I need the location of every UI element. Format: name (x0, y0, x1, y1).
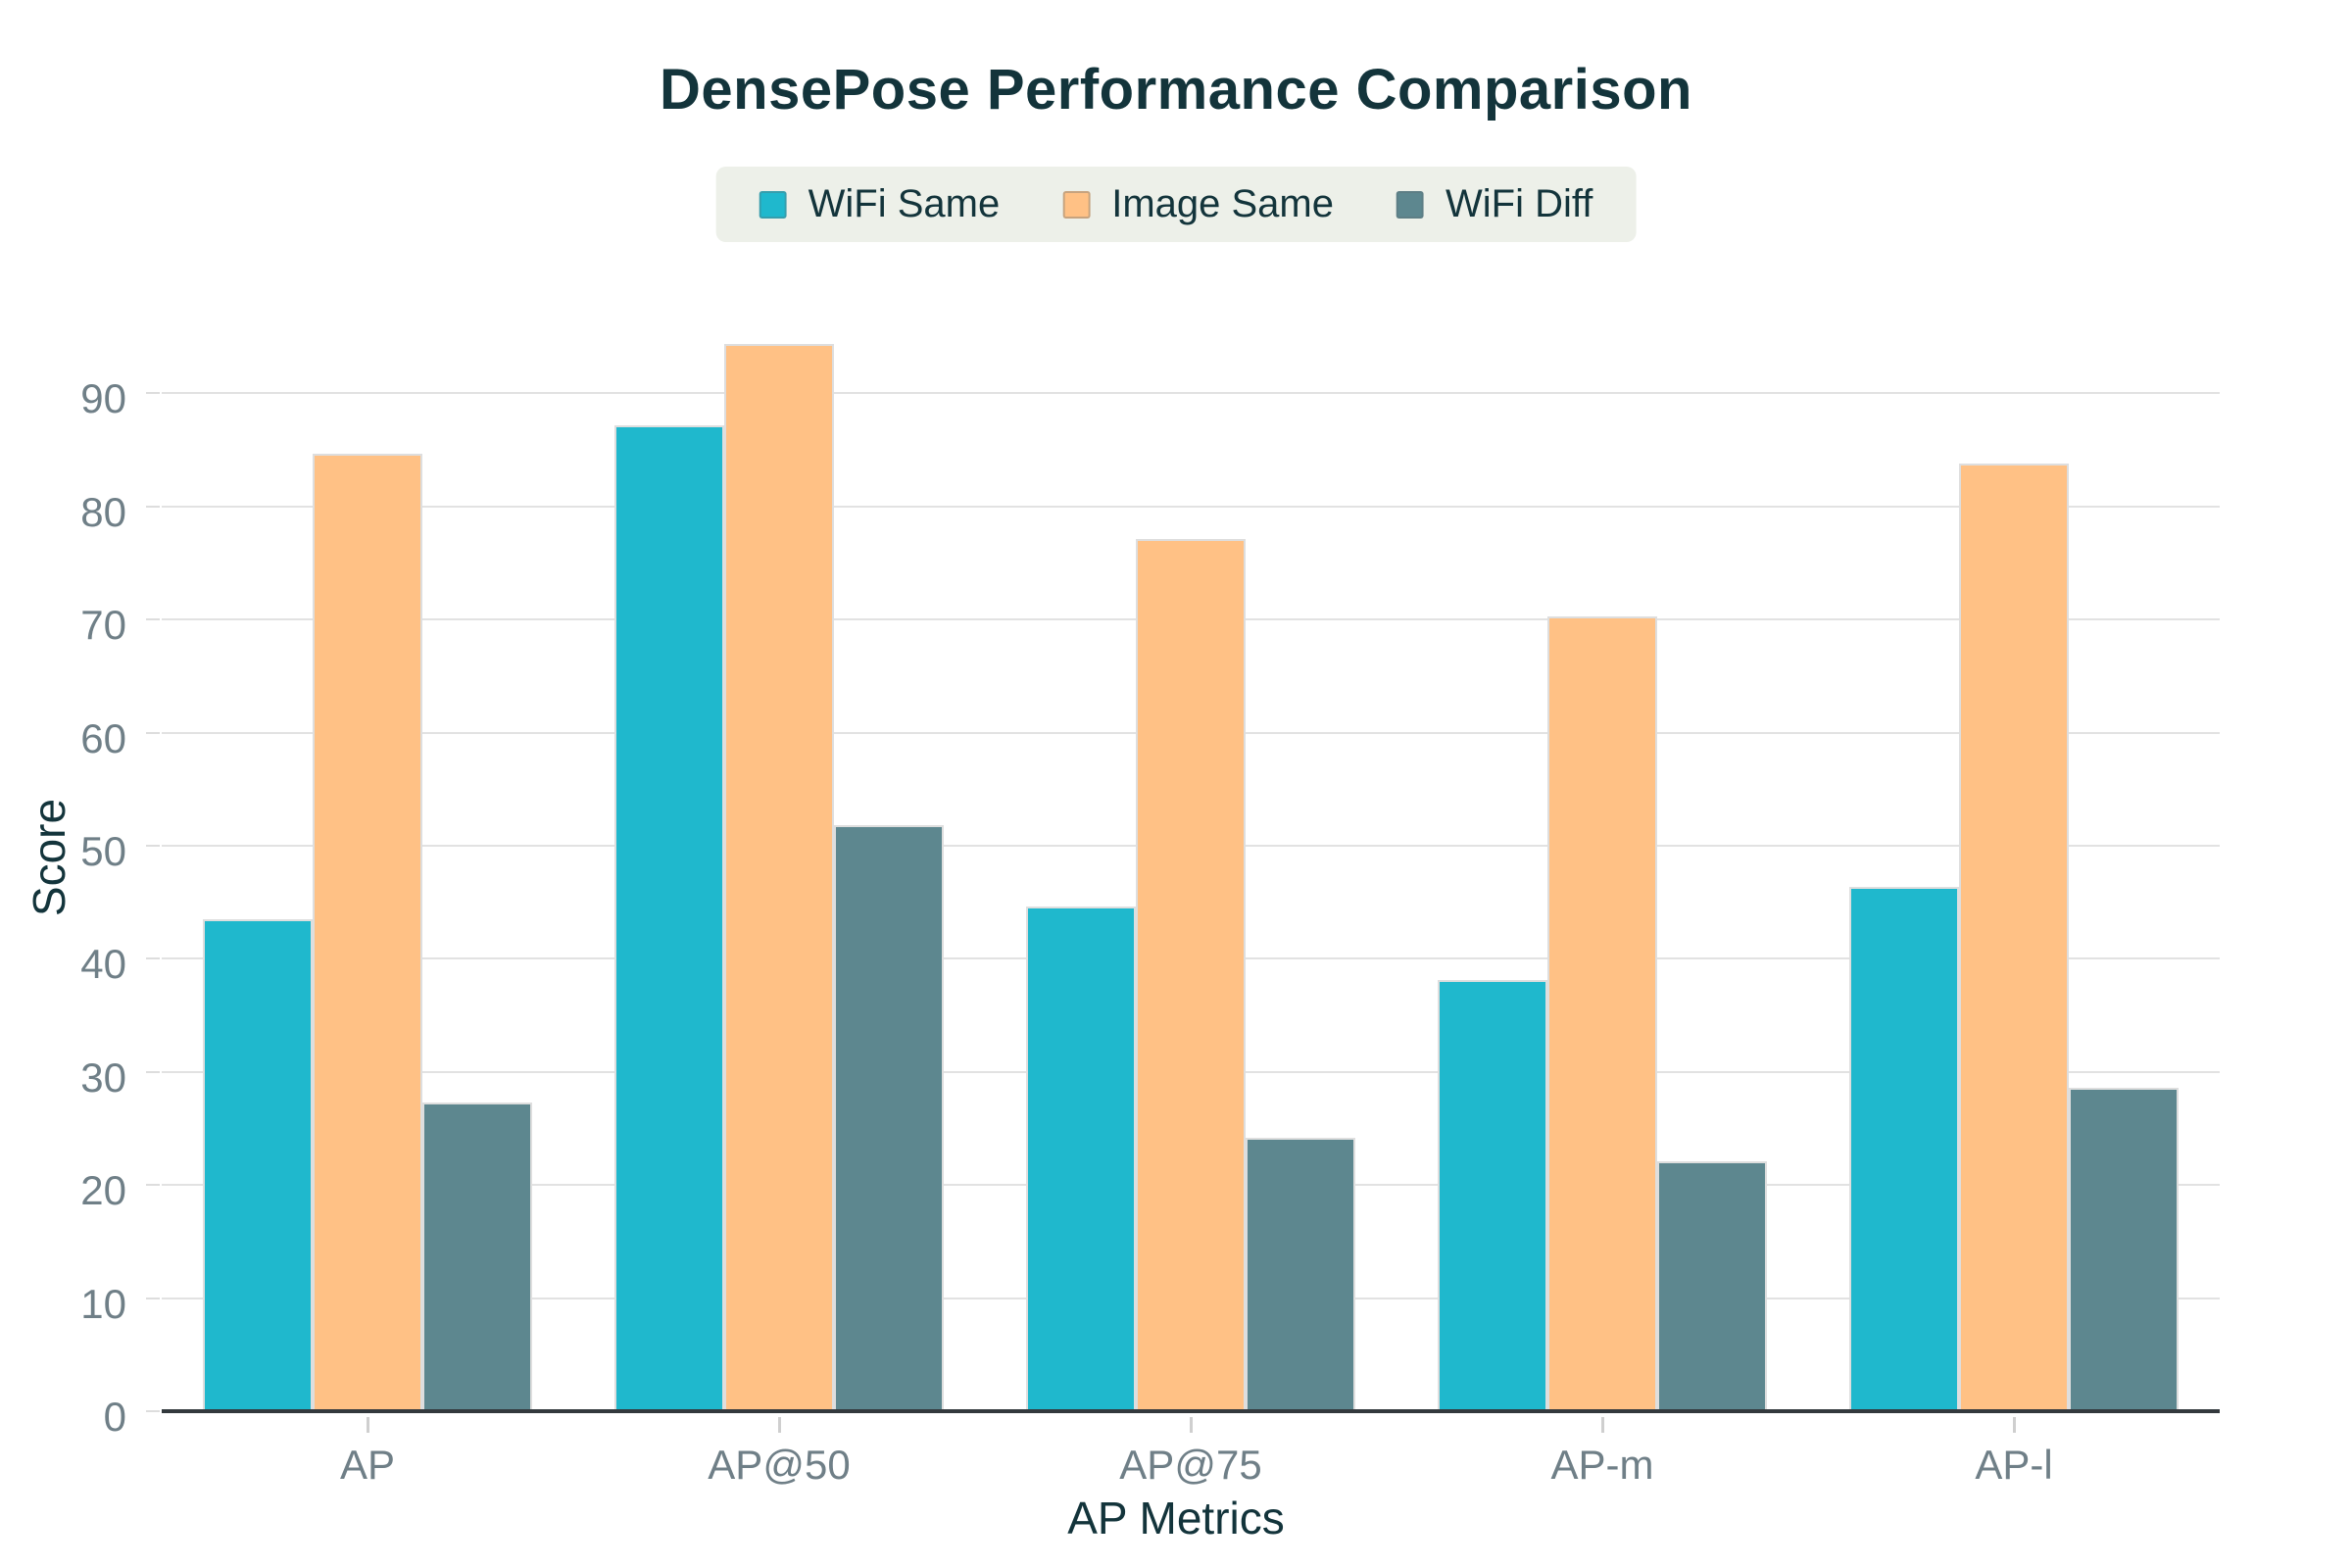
y-tick-label-10: 10 (80, 1280, 126, 1327)
gridline-90 (162, 392, 2220, 395)
gridline-80 (162, 505, 2220, 508)
legend: WiFi Same Image Same WiFi Diff (715, 167, 1637, 242)
legend-item-wifi-same[interactable]: WiFi Same (759, 182, 1001, 226)
bar-image-same-ap (313, 453, 422, 1411)
bar-wifi-diff-ap-75 (1246, 1137, 1355, 1411)
y-tick-mark-70 (146, 618, 160, 621)
y-tick-label-0: 0 (103, 1394, 126, 1440)
x-tick-label-ap-m: AP-m (1550, 1442, 1654, 1488)
y-tick-mark-40 (146, 957, 160, 960)
x-tick-mark-ap-75 (1189, 1417, 1193, 1433)
y-tick-mark-50 (146, 845, 160, 847)
bar-wifi-same-ap (203, 919, 313, 1411)
bar-wifi-diff-ap-50 (834, 825, 944, 1411)
y-tick-label-60: 60 (80, 714, 126, 761)
x-axis-line (162, 1409, 2220, 1413)
y-tick-label-50: 50 (80, 828, 126, 874)
bar-wifi-same-ap-l (1849, 886, 1959, 1411)
x-tick-label-ap-75: AP@75 (1119, 1442, 1262, 1488)
legend-label: Image Same (1111, 182, 1334, 225)
y-tick-mark-80 (146, 505, 160, 508)
x-tick-label-ap-50: AP@50 (708, 1442, 851, 1488)
y-tick-mark-30 (146, 1070, 160, 1073)
y-tick-label-40: 40 (80, 941, 126, 988)
y-tick-label-20: 20 (80, 1167, 126, 1214)
y-tick-label-30: 30 (80, 1054, 126, 1101)
x-tick-mark-ap-l (2012, 1417, 2016, 1433)
legend-item-image-same[interactable]: Image Same (1062, 182, 1334, 226)
y-tick-mark-0 (146, 1410, 160, 1412)
bar-image-same-ap-75 (1136, 539, 1246, 1411)
bar-wifi-diff-ap (422, 1102, 532, 1411)
y-tick-mark-60 (146, 731, 160, 734)
y-tick-label-90: 90 (80, 375, 126, 422)
x-tick-mark-ap-50 (777, 1417, 781, 1433)
bar-image-same-ap-m (1547, 615, 1657, 1411)
x-tick-label-ap-l: AP-l (1975, 1442, 2053, 1488)
y-axis-title: Score (24, 798, 74, 917)
legend-item-wifi-diff[interactable]: WiFi Diff (1396, 182, 1592, 226)
bar-wifi-same-ap-75 (1026, 906, 1136, 1411)
y-tick-mark-10 (146, 1297, 160, 1299)
y-tick-label-70: 70 (80, 602, 126, 649)
bar-wifi-diff-ap-m (1657, 1160, 1767, 1411)
legend-swatch-icon (759, 190, 787, 219)
legend-label: WiFi Diff (1446, 182, 1593, 225)
x-tick-label-ap: AP (339, 1442, 396, 1488)
legend-label: WiFi Same (808, 182, 1001, 225)
legend-swatch-icon (1062, 190, 1091, 219)
x-tick-mark-ap (366, 1417, 369, 1433)
bar-wifi-diff-ap-l (2069, 1087, 2179, 1411)
bar-wifi-same-ap-50 (614, 424, 724, 1411)
bar-image-same-ap-l (1959, 463, 2069, 1411)
bar-image-same-ap-50 (724, 343, 834, 1411)
y-tick-mark-90 (146, 392, 160, 395)
y-tick-mark-20 (146, 1184, 160, 1187)
x-axis-title: AP Metrics (1067, 1493, 1285, 1544)
bar-wifi-same-ap-m (1438, 980, 1547, 1411)
legend-swatch-icon (1396, 190, 1424, 219)
chart-title: DensePose Performance Comparison (660, 58, 1692, 122)
x-tick-mark-ap-m (1600, 1417, 1604, 1433)
y-tick-label-80: 80 (80, 488, 126, 535)
